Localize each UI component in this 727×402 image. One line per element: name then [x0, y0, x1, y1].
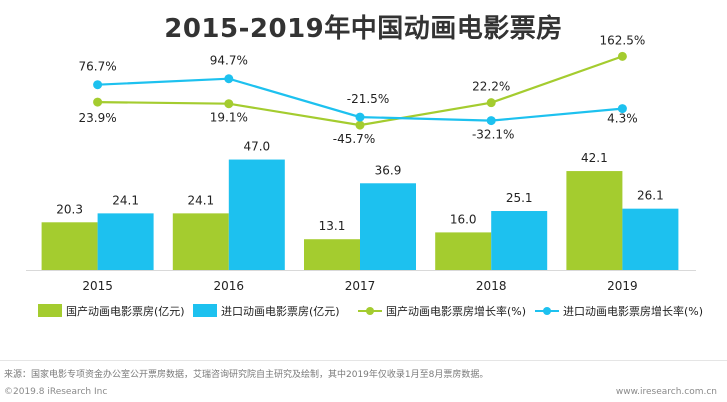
bar-imported-2019: [622, 208, 679, 270]
bar-value-label: 16.0: [450, 212, 477, 226]
legend-marker: [366, 307, 374, 315]
x-tick-label: 2019: [607, 279, 638, 293]
bar-value-label: 42.1: [581, 151, 608, 165]
line-value-label: 23.9%: [79, 111, 117, 125]
line-point: [486, 116, 496, 126]
line-value-label: 19.1%: [210, 111, 248, 125]
bar-value-label: 26.1: [637, 189, 664, 203]
legend-label: 进口动画电影票房(亿元): [221, 305, 340, 318]
bar-domestic-2017: [304, 239, 360, 270]
bar-imported-2017: [360, 183, 416, 270]
line-value-label: -21.5%: [347, 92, 389, 106]
chart-title: 2015-2019年中国动画电影票房: [164, 14, 563, 44]
bar-value-label: 24.1: [187, 193, 214, 207]
line-value-label: 162.5%: [600, 33, 646, 47]
legend-label: 国产动画电影票房增长率(%): [386, 304, 526, 318]
x-tick-label: 2015: [82, 279, 113, 293]
bar-value-label: 36.9: [375, 163, 402, 177]
bar-domestic-2015: [41, 222, 98, 270]
x-tick-label: 2018: [476, 279, 507, 293]
line-point: [617, 104, 627, 114]
source-note: 来源：国家电影专项资金办公室公开票房数据，艾瑞咨询研究院自主研究及绘制，其中20…: [4, 370, 489, 380]
line-point: [93, 80, 103, 90]
line-point: [355, 120, 365, 130]
legend-label: 国产动画电影票房(亿元): [66, 304, 185, 318]
bar-value-label: 47.0: [243, 140, 270, 154]
line-point: [355, 112, 365, 122]
legend-swatch: [38, 304, 62, 317]
line-point: [224, 99, 234, 109]
bar-imported-2016: [228, 159, 285, 270]
x-tick-label: 2016: [214, 279, 245, 293]
line-value-label: 22.2%: [472, 80, 510, 94]
bar-imported-2018: [491, 211, 548, 270]
line-point: [486, 98, 496, 108]
line-value-label: -45.7%: [333, 132, 375, 146]
legend-label: 进口动画电影票房增长率(%): [563, 304, 703, 318]
line-point: [93, 97, 103, 107]
bar-value-label: 24.1: [112, 193, 139, 207]
line-value-label: -32.1%: [472, 128, 514, 142]
bar-domestic-2016: [172, 213, 229, 270]
bar-value-label: 25.1: [506, 191, 533, 205]
line-value-label: 4.3%: [607, 112, 638, 126]
bar-domestic-2018: [435, 232, 492, 270]
legend-marker: [543, 307, 551, 315]
legend-swatch: [193, 304, 217, 317]
line-point: [617, 51, 627, 61]
line-value-label: 94.7%: [210, 54, 248, 68]
bar-domestic-2019: [566, 171, 623, 270]
bar-imported-2015: [97, 213, 154, 270]
line-point: [224, 74, 234, 84]
website: www.iresearch.com.cn: [615, 387, 717, 397]
bar-value-label: 13.1: [319, 219, 346, 233]
bar-value-label: 20.3: [56, 202, 83, 216]
copyright: ©2019.8 iResearch Inc: [4, 387, 108, 397]
line-value-label: 76.7%: [79, 60, 117, 74]
x-tick-label: 2017: [345, 279, 376, 293]
